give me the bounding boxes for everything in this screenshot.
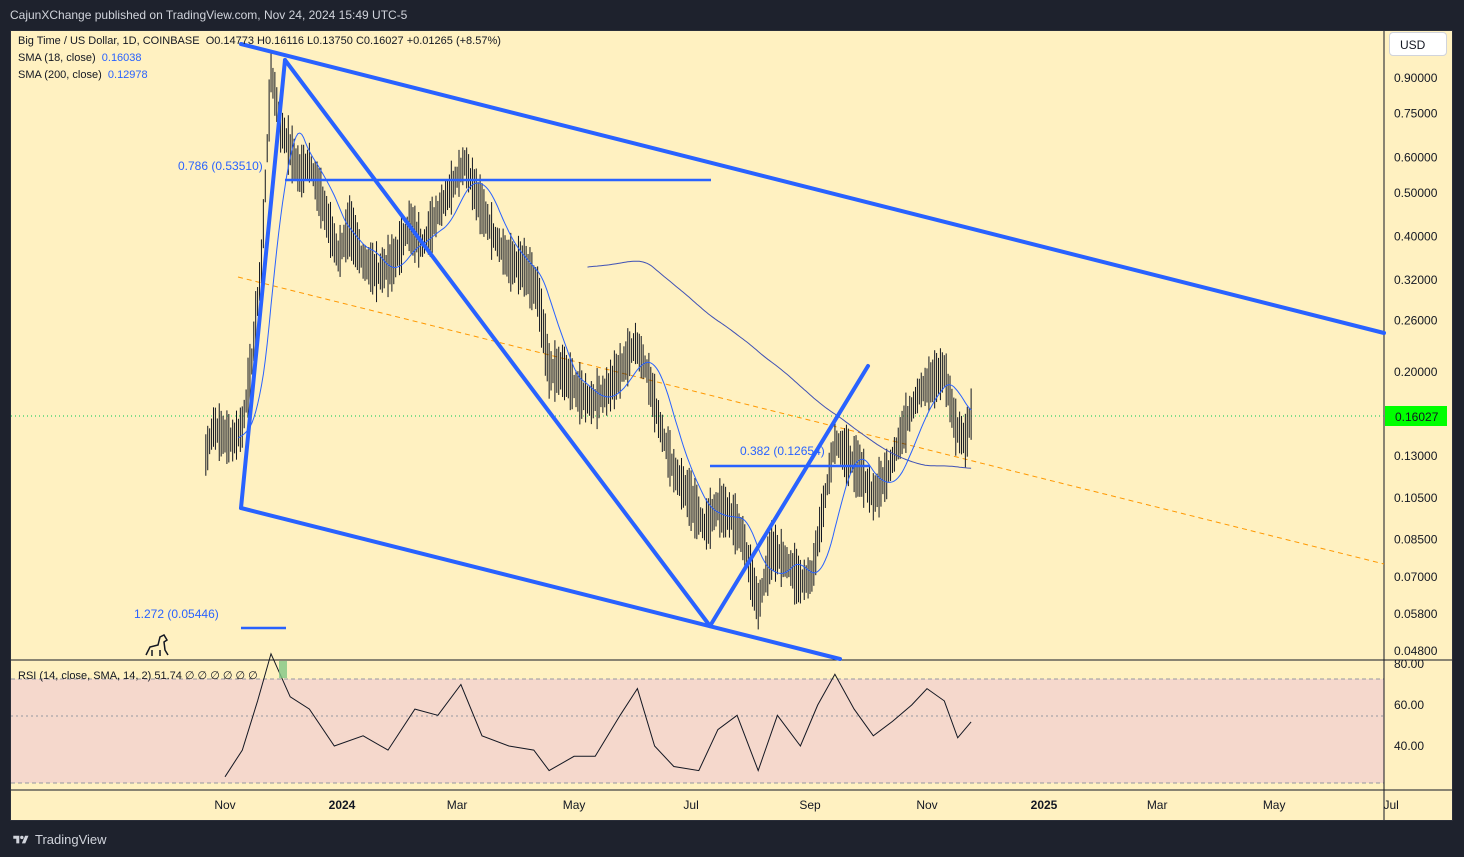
time-tick-label: 2024 xyxy=(329,798,356,812)
rsi-tick-label: 40.00 xyxy=(1394,739,1424,753)
legend-sma200-row: SMA (200, close) 0.12978 xyxy=(18,69,148,81)
publisher-text: CajunXChange published on TradingView.co… xyxy=(10,8,408,22)
tradingview-brand: TradingView xyxy=(35,832,107,847)
price-bars xyxy=(205,52,972,630)
legend-ohlc: O0.14773 H0.16116 L0.13750 C0.16027 +0.0… xyxy=(205,35,501,47)
rsi-overbought-highlight xyxy=(279,661,287,678)
rsi-tick-label: 60.00 xyxy=(1394,698,1424,712)
price-tick-label: 0.50000 xyxy=(1394,186,1438,200)
legend-sma18-value: 0.16038 xyxy=(101,52,142,64)
rsi-axis[interactable]: 80.00 60.00 40.00 xyxy=(1394,657,1424,753)
price-tick-label: 0.26000 xyxy=(1394,314,1438,328)
price-tick-label: 0.13000 xyxy=(1394,449,1438,463)
currency-button[interactable]: USD xyxy=(1389,32,1447,56)
time-tick-label: May xyxy=(563,798,586,812)
price-tick-label: 0.10500 xyxy=(1394,491,1438,505)
time-tick-label: Sep xyxy=(799,798,821,812)
legend-sma18-label: SMA (18, close) xyxy=(18,52,96,64)
fib-1272-label: 1.272 (0.05446) xyxy=(134,607,219,621)
fib-dashed-line xyxy=(237,276,1385,565)
rsi-band xyxy=(11,679,1384,783)
price-tick-label: 0.75000 xyxy=(1394,107,1438,121)
impulse-up-line[interactable] xyxy=(239,58,287,510)
fib-382-label: 0.382 (0.12654) xyxy=(740,444,825,458)
price-tick-label: 0.07000 xyxy=(1394,570,1438,584)
last-price-badge xyxy=(1385,406,1447,426)
legend-symbol: Big Time / US Dollar, 1D, COINBASE xyxy=(18,35,200,47)
legend-rsi: RSI (14, close, SMA, 14, 2) 51.74 ∅ ∅ ∅ … xyxy=(18,670,258,682)
wedge-down-line[interactable] xyxy=(283,58,712,628)
tradingview-logo-icon xyxy=(13,835,29,844)
time-tick-label: May xyxy=(1263,798,1286,812)
lower-channel-line[interactable] xyxy=(239,506,842,661)
price-tick-label: 0.32000 xyxy=(1394,273,1438,287)
time-axis[interactable]: Nov 2024 Mar May Jul Sep Nov 2025 Mar May Jul xyxy=(214,798,1399,812)
dino-icon xyxy=(145,634,169,656)
time-tick-label: Mar xyxy=(447,798,468,812)
rsi-tick-label: 80.00 xyxy=(1394,657,1424,671)
chart-canvas[interactable]: 0.786 (0.53510) 0.382 (0.12654) 1.272 (0… xyxy=(11,31,1452,820)
upper-channel-line[interactable] xyxy=(239,42,1386,335)
price-tick-label: 0.40000 xyxy=(1394,230,1438,244)
price-tick-label: 0.05800 xyxy=(1394,607,1438,621)
last-price-text: 0.16027 xyxy=(1395,410,1439,424)
legend-symbol-row: Big Time / US Dollar, 1D, COINBASE O0.14… xyxy=(18,35,501,47)
publisher-bar: CajunXChange published on TradingView.co… xyxy=(0,0,1464,30)
sma200-line xyxy=(587,260,972,469)
price-pane[interactable] xyxy=(11,31,1384,660)
sma18-line xyxy=(238,132,972,575)
price-tick-label: 0.20000 xyxy=(1394,365,1438,379)
price-tick-label: 0.90000 xyxy=(1394,71,1438,85)
price-axis[interactable]: 0.90000 0.75000 0.60000 0.50000 0.40000 0.320… xyxy=(1394,71,1438,658)
footer: TradingView xyxy=(0,821,1464,857)
rsi-line xyxy=(224,652,972,778)
breakout-up-line[interactable] xyxy=(708,364,870,628)
legend-sma200-value: 0.12978 xyxy=(107,69,148,81)
fib-786-label: 0.786 (0.53510) xyxy=(178,159,263,173)
time-tick-label: Nov xyxy=(214,798,235,812)
time-tick-label: Nov xyxy=(916,798,937,812)
time-tick-label: 2025 xyxy=(1031,798,1058,812)
price-tick-label: 0.04800 xyxy=(1394,644,1438,658)
price-tick-label: 0.60000 xyxy=(1394,150,1438,164)
time-tick-label: Jul xyxy=(683,798,698,812)
price-tick-label: 0.08500 xyxy=(1394,532,1438,546)
legend-sma200-label: SMA (200, close) xyxy=(18,69,102,81)
time-tick-label: Jul xyxy=(1383,798,1398,812)
legend-sma18-row: SMA (18, close) 0.16038 xyxy=(18,52,142,64)
time-tick-label: Mar xyxy=(1147,798,1168,812)
legend-rsi-row: RSI (14, close, SMA, 14, 2) 51.74 ∅ ∅ ∅ … xyxy=(18,669,258,682)
